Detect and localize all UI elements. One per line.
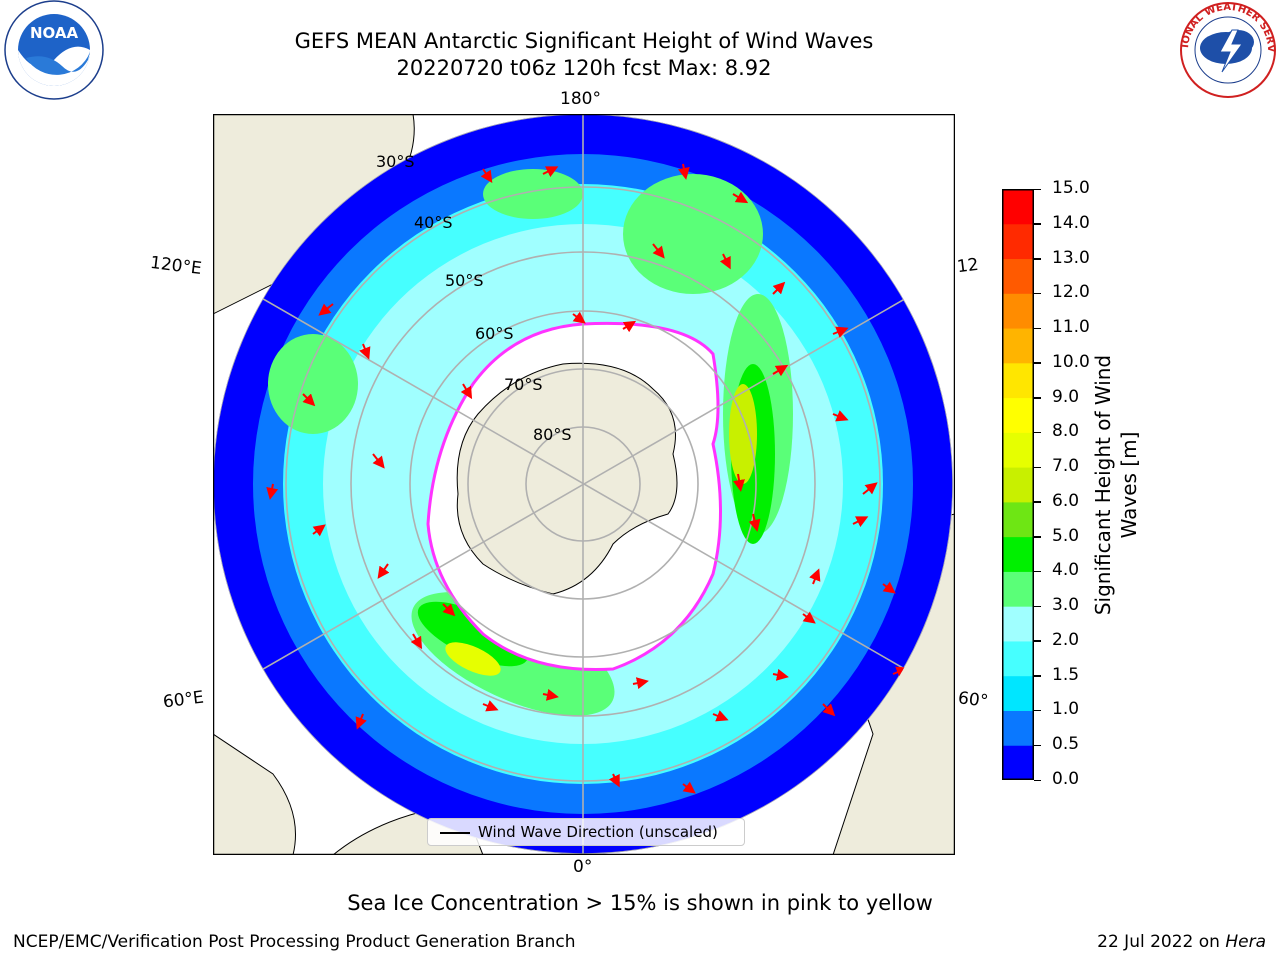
colorbar-svg xyxy=(1002,189,1034,781)
colorbar-tick-mark xyxy=(1034,675,1041,677)
colorbar xyxy=(1002,189,1034,781)
footer-machine: Hera xyxy=(1225,932,1266,952)
colorbar-segment xyxy=(1002,606,1034,642)
colorbar-tick-label: 4.0 xyxy=(1052,560,1080,581)
lon-label-120e: 120°E xyxy=(148,252,203,280)
colorbar-tick-mark xyxy=(1034,223,1041,225)
footer-date: 22 Jul 2022 on xyxy=(1097,932,1226,952)
polar-map xyxy=(212,113,956,856)
lat-label-30s: 30°S xyxy=(376,152,415,171)
colorbar-segment xyxy=(1002,293,1034,329)
colorbar-tick-label: 6.0 xyxy=(1052,490,1080,511)
lon-label-0: 0° xyxy=(573,857,593,877)
chart-title: GEFS MEAN Antarctic Significant Height o… xyxy=(294,29,874,53)
colorbar-tick-label: 11.0 xyxy=(1052,317,1090,338)
lat-label-40s: 40°S xyxy=(414,213,453,232)
chart-subtitle: 20220720 t06z 120h fcst Max: 8.92 xyxy=(396,56,772,80)
lon-label-180: 180° xyxy=(560,89,601,109)
colorbar-segment xyxy=(1002,571,1034,607)
lat-label-80s: 80°S xyxy=(533,425,572,444)
noaa-logo-text: NOAA xyxy=(30,24,79,42)
land-antarctica xyxy=(456,362,678,595)
colorbar-tick-mark xyxy=(1034,709,1041,712)
colorbar-tick-mark xyxy=(1034,397,1041,399)
map-legend: Wind Wave Direction (unscaled) xyxy=(427,818,745,846)
colorbar-tick-label: 13.0 xyxy=(1052,247,1090,268)
lon-label-120w: 120°W xyxy=(955,254,981,278)
colorbar-tick-mark xyxy=(1034,536,1041,538)
colorbar-tick-mark xyxy=(1034,605,1041,608)
colorbar-tick-label: 7.0 xyxy=(1052,456,1080,477)
colorbar-tick-label: 0.5 xyxy=(1052,734,1080,755)
colorbar-segment xyxy=(1002,467,1034,503)
colorbar-segment xyxy=(1002,536,1034,572)
wind-arrows xyxy=(266,163,909,794)
colorbar-tick-label: 10.0 xyxy=(1052,351,1090,372)
lat-label-60s: 60°S xyxy=(475,324,514,343)
colorbar-segment xyxy=(1002,362,1034,399)
legend-label: Wind Wave Direction (unscaled) xyxy=(478,823,718,841)
lon-label-60e: 60°E xyxy=(161,687,205,713)
colorbar-tick-mark xyxy=(1034,744,1041,747)
colorbar-tick-mark xyxy=(1034,501,1041,503)
colorbar-tick-label: 8.0 xyxy=(1052,421,1080,442)
footer-timestamp: 22 Jul 2022 on Hera xyxy=(1097,932,1266,952)
legend-line-sample xyxy=(440,832,470,834)
colorbar-segment xyxy=(1002,710,1034,746)
lat-label-70s: 70°S xyxy=(504,375,543,394)
colorbar-segment xyxy=(1002,675,1034,711)
colorbar-tick-mark xyxy=(1034,570,1041,573)
colorbar-tick-mark xyxy=(1034,466,1041,469)
colorbar-tick-mark xyxy=(1034,779,1041,781)
colorbar-segment xyxy=(1002,640,1034,677)
lon-label-60w: 60°W xyxy=(956,688,990,712)
colorbar-label: Significant Height of Wind Waves [m] xyxy=(1091,354,1141,616)
colorbar-segment xyxy=(1002,189,1034,225)
colorbar-tick-label: 1.5 xyxy=(1052,664,1080,685)
colorbar-tick-mark xyxy=(1034,640,1041,642)
colorbar-segment xyxy=(1002,501,1034,538)
nws-logo: NATIONAL WEATHER SERVICE xyxy=(1172,0,1280,104)
colorbar-tick-mark xyxy=(1034,362,1041,364)
colorbar-tick-label: 5.0 xyxy=(1052,525,1080,546)
colorbar-segment xyxy=(1002,397,1034,433)
colorbar-tick-label: 15.0 xyxy=(1052,178,1090,198)
colorbar-segment xyxy=(1002,745,1034,781)
lat-label-50s: 50°S xyxy=(445,271,484,290)
colorbar-tick-label: 9.0 xyxy=(1052,386,1080,407)
colorbar-segment xyxy=(1002,223,1034,260)
land-africa xyxy=(213,733,296,855)
colorbar-tick-mark xyxy=(1034,327,1041,330)
footer-credit: NCEP/EMC/Verification Post Processing Pr… xyxy=(13,932,576,952)
colorbar-border xyxy=(1002,189,1034,780)
colorbar-tick-label: 1.0 xyxy=(1052,699,1080,720)
colorbar-tick-label: 3.0 xyxy=(1052,595,1080,616)
colorbar-segment xyxy=(1002,258,1034,294)
map-panel xyxy=(212,113,956,856)
colorbar-tick-mark xyxy=(1034,188,1041,190)
colorbar-segment xyxy=(1002,432,1034,468)
colorbar-tick-mark xyxy=(1034,258,1041,260)
colorbar-tick-label: 14.0 xyxy=(1052,212,1090,233)
noaa-logo: NOAA xyxy=(2,0,106,104)
colorbar-segment xyxy=(1002,328,1034,364)
sea-ice-note: Sea Ice Concentration > 15% is shown in … xyxy=(347,891,933,915)
colorbar-tick-mark xyxy=(1034,292,1041,295)
colorbar-tick-label: 0.0 xyxy=(1052,769,1080,789)
colorbar-tick-label: 2.0 xyxy=(1052,629,1080,650)
colorbar-tick-mark xyxy=(1034,431,1041,434)
graticule-meridians xyxy=(213,114,953,854)
colorbar-tick-label: 12.0 xyxy=(1052,282,1090,303)
